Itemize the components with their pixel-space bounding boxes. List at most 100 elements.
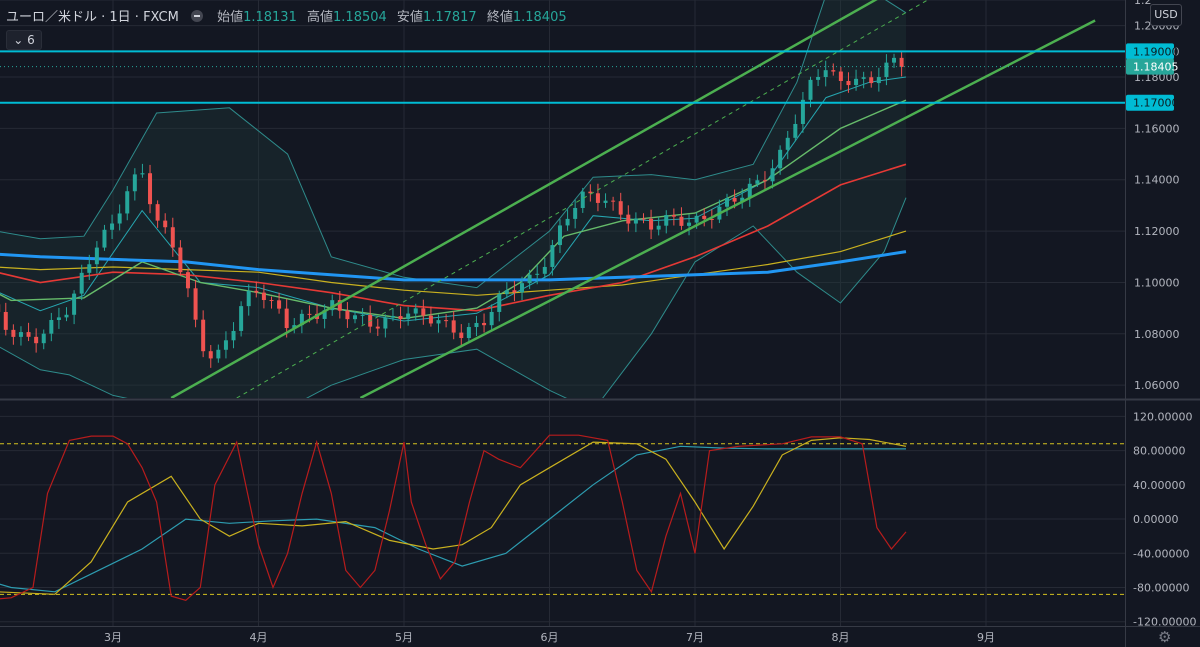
candle-body [702,215,707,219]
candle-body [618,201,623,215]
candle-body [390,316,395,318]
oscillator-yellow-line [0,437,907,595]
candle-body [254,290,259,293]
candle-body [140,173,145,175]
candle-body [375,326,380,329]
oscillator-tick-label: 80.00000 [1133,445,1186,458]
candle-body [504,290,509,295]
candle-body [239,306,244,331]
candle-body [383,317,388,329]
oscillator-tick-label: 0.00000 [1133,513,1179,526]
candle-body [603,200,608,203]
currency-badge[interactable]: USD [1150,4,1182,26]
symbol-title[interactable]: ユーロ／米ドル · 1日 · FXCM [6,10,179,25]
candle-body [18,332,23,337]
sma200-line [0,250,907,282]
candle-body [299,313,304,326]
candle-body [527,274,532,284]
candle-body [170,227,175,248]
oscillator-red-line [0,434,907,601]
time-tick-label: 6月 [541,631,559,644]
candle-body [284,308,289,329]
candle-body [724,198,729,207]
candle-body [34,336,39,344]
candle-body [535,273,540,275]
candle-body [671,215,676,217]
candle-body [633,218,638,224]
candle-body [656,225,661,230]
oscillator-blue-line [0,445,906,593]
candle-body [193,288,198,320]
candle-body [117,213,122,224]
candle-body [565,218,570,226]
candle-body [56,317,61,320]
candle-body [611,200,616,202]
gear-icon[interactable]: ⚙ [1158,628,1172,646]
price-tick-label: 1.08000 [1134,328,1180,341]
candle-body [831,70,836,72]
candle-body [352,315,357,320]
grid [0,0,1125,626]
oscillator-pane [0,434,1125,601]
candle-body [125,191,130,214]
oscillator-tick-label: -80.00000 [1133,582,1189,595]
candle-body [444,320,449,322]
close-value: 1.18405 [512,10,567,25]
candle-body [398,316,403,320]
candle-body [322,310,327,319]
candle-body [3,311,8,330]
candle-body [755,180,760,184]
candle-body [747,183,752,198]
candle-body [823,70,828,77]
candle-body [269,300,274,302]
candle-body [292,325,297,329]
candle-body [178,247,183,273]
low-value: 1.17817 [422,10,477,25]
candle-body [261,292,266,301]
time-tick-label: 8月 [832,631,850,644]
candle-body [838,71,843,82]
price-label-text: 1.19000 [1133,45,1179,58]
price-tick-label: 1.12000 [1134,225,1180,238]
candle-body [846,81,851,86]
oscillator-tick-label: 40.00000 [1133,479,1186,492]
candle-body [778,149,783,169]
candle-body [428,315,433,324]
candle-body [110,223,115,230]
bollinger-lower-line [0,197,907,398]
high-label: 高値 [307,10,334,25]
candle-body [26,332,31,337]
candle-body [216,349,221,359]
price-tick-label: 1.10000 [1134,276,1180,289]
candle-body [474,322,479,328]
candle-body [899,57,904,67]
candle-body [360,314,365,316]
candle-body [148,173,153,205]
candle-body [595,193,600,203]
candle-body [861,77,866,79]
price-label-text: 1.17000 [1133,97,1179,110]
candle-body [421,308,426,316]
high-value: 1.18504 [333,10,387,25]
candle-body [641,218,646,220]
time-tick-label: 9月 [977,631,995,644]
channel-lower-line [359,19,1096,398]
candle-body [542,266,547,274]
price-pane [0,0,1125,398]
candle-body [466,327,471,339]
bollinger-mid-line [0,76,907,322]
candle-body [307,313,312,315]
candle-body [520,283,525,293]
open-value: 1.18131 [243,10,297,25]
oscillator-tick-label: -40.00000 [1133,547,1189,560]
indicators-collapse-button[interactable]: ⌄ 6 [6,30,42,50]
minimize-icon[interactable] [190,10,203,22]
candle-body [41,333,46,344]
candle-body [208,351,213,359]
price-label-badge [1126,58,1174,75]
close-label: 終値 [486,10,513,25]
candle-body [664,215,669,226]
candle-body [459,332,464,339]
candle-body [679,216,684,226]
